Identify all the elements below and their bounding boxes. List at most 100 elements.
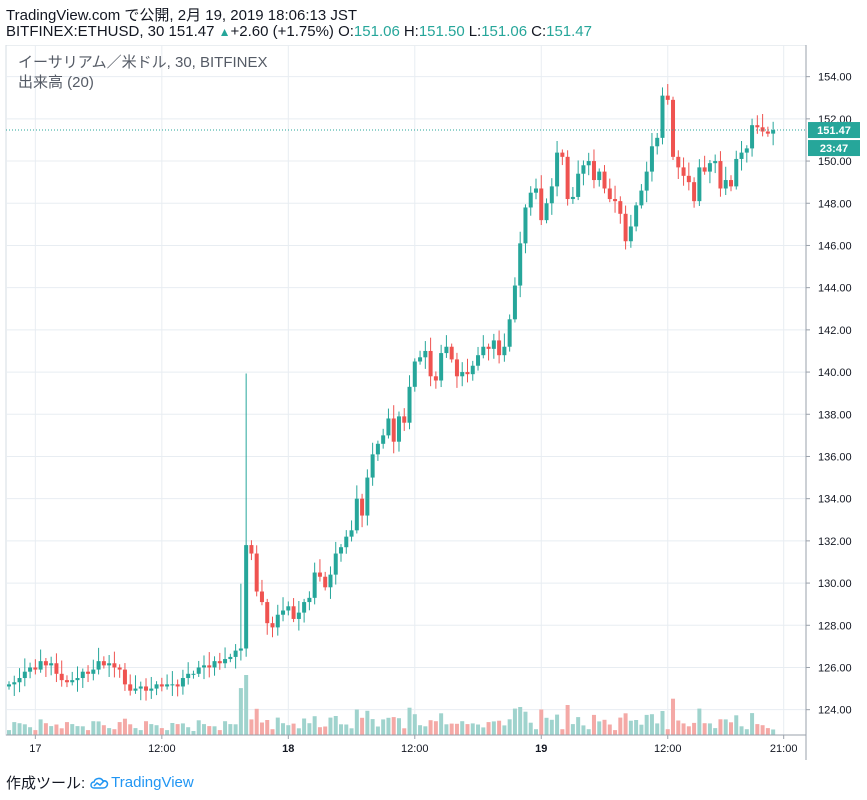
y-tick-label: 128.00 [818,620,852,632]
close-value: 151.47 [546,23,592,40]
publish-header: TradingView.com で公開, 2月 19, 2019 18:06:1… [6,7,358,24]
volume-bar [512,708,517,735]
candle-body [381,435,386,444]
candle-body [54,663,59,674]
volume-bar [307,723,312,735]
volume-bar [665,729,670,735]
time-badge-text: 23:47 [820,143,848,155]
candle-body [233,650,238,657]
volume-bar [323,726,328,735]
candle-body [186,673,191,679]
y-tick-label: 130.00 [818,578,852,590]
candle-body [439,353,444,381]
volume-bar [523,711,528,735]
candle-body [349,530,354,537]
volume-bar [771,729,776,735]
candle-body [354,498,359,531]
candle-body [365,477,370,516]
volume-bar [465,724,470,735]
candle-body [49,663,54,666]
candle-body [570,196,575,200]
candle-body [544,203,549,221]
y-tick-label: 148.00 [818,198,852,210]
volume-bar [454,723,459,735]
candle-body [418,357,423,362]
volume-bar [70,724,75,735]
volume-bar [196,720,201,735]
change-up-icon: ▲ [218,25,231,39]
y-tick-label: 134.00 [818,494,852,506]
volume-bar [744,729,749,735]
volume-bar [49,726,54,735]
volume-bar [286,725,291,735]
volume-bar [555,714,560,735]
volume-bar [760,725,765,735]
volume-bar [534,729,538,735]
volume-bar [655,723,660,735]
tradingview-link[interactable]: TradingView [89,774,194,791]
volume-bar [576,717,581,735]
volume-bar [101,725,106,735]
candle-body [70,680,75,683]
last-price-badge [808,122,860,139]
volume-bar [22,724,27,735]
candle-body [634,205,639,227]
volume-bar [681,723,686,735]
volume-bar [144,721,149,735]
candle-body [702,167,707,172]
candle-body [518,243,523,286]
open-label: O: [338,23,354,40]
candles [7,84,776,701]
candle-body [217,661,222,664]
volume-bar [212,726,217,735]
volume-bar [581,725,586,735]
candle-body [507,319,512,347]
volume-bar [565,705,570,735]
x-tick-label: 18 [282,743,294,755]
volume-bar [613,730,618,735]
volume-bar [80,726,85,735]
volume-bar [270,729,275,735]
candle-body [497,340,502,356]
candle-body [470,365,475,375]
candle-body [117,667,122,670]
volume-legend: 出来高 (20) [18,74,94,91]
volume-bar [12,722,17,735]
candle-body [144,686,149,691]
candle-body [597,171,602,181]
volume-bar [755,724,760,735]
candle-body [771,130,776,134]
volume-bar [418,725,423,735]
candle-body [444,346,449,354]
candle-body [644,171,649,191]
candle-body [686,175,691,183]
candle-body [286,606,291,611]
candlestick-chart[interactable]: 124.00 126.00 128.00 130.00 132.00 134.00 136.… [0,44,867,765]
candle-body [549,186,554,204]
volume-bar [117,722,122,735]
x-tick-label: 12:00 [401,743,429,755]
candle-body [739,152,744,159]
volume-bar [570,724,575,735]
volume-bar [191,731,196,735]
volume-bar [765,728,770,735]
volume-bar [560,729,565,735]
candle-body [212,661,217,668]
volume-bar [502,725,507,735]
candle-body [528,192,533,208]
candle-body [665,95,670,100]
candle-body [112,663,117,668]
volume-bar [275,717,280,735]
volume-bar [201,724,206,735]
low-value: 151.06 [481,23,528,40]
candle-body [534,188,538,193]
volume-bar [649,714,654,735]
volume-bar [265,720,270,735]
candle-body [486,346,491,349]
volume-bar [628,720,633,735]
candle-body [344,536,349,548]
candle-body [523,207,528,244]
chart-area[interactable]: 124.00 126.00 128.00 130.00 132.00 134.00 136.… [0,44,867,770]
candle-body [697,167,702,202]
candle-body [159,684,164,687]
